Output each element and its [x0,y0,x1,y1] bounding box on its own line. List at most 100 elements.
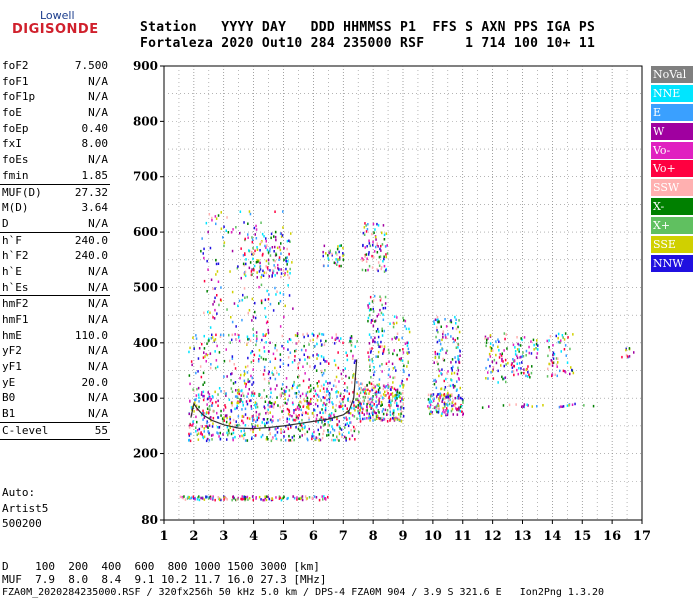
echo-point [304,358,306,361]
echo-point [374,411,376,414]
echo-point [376,251,379,254]
echo-point [430,395,432,398]
echo-point [259,412,261,416]
echo-point [334,363,337,367]
echo-point [383,345,386,348]
echo-point [348,431,350,434]
echo-point [284,304,286,308]
echo-point [452,383,454,387]
echo-point [329,381,331,385]
echo-point [199,432,202,436]
echo-point [198,498,201,502]
echo-point [259,265,262,268]
legend-item: NNW [651,254,693,272]
echo-point [309,365,311,368]
echo-point [367,319,369,323]
echo-point [247,356,249,360]
echo-point [306,437,308,441]
echo-point [323,495,325,498]
echo-point [399,349,401,352]
echo-point [350,344,353,347]
echo-point [349,412,352,415]
echo-point [323,383,325,387]
param-label: yE [2,375,16,389]
param-value: N/A [88,313,108,326]
echo-point [399,407,402,411]
echo-point [350,336,353,340]
echo-point [294,355,296,358]
echo-point [435,380,437,383]
echo-point [353,415,356,418]
echo-point [398,338,400,341]
echo-point [511,362,513,365]
echo-point [328,258,330,262]
echo-point [398,413,400,416]
echo-point [445,409,447,412]
echo-point [393,336,396,339]
echo-point [456,372,459,376]
echo-point [302,379,305,383]
echo-point [191,363,193,367]
echo-point [303,335,305,339]
echo-point [563,338,566,341]
echo-point [284,393,286,396]
echo-point [186,497,189,500]
echo-point [244,413,247,416]
echo-point [269,269,271,272]
echo-point [325,252,327,255]
echo-point [536,405,538,408]
echo-point [207,426,209,429]
echo-point [252,430,254,434]
echo-point [341,435,343,438]
echo-point [298,340,300,343]
echo-point [308,496,311,499]
echo-point [436,360,438,364]
echo-point [446,371,448,375]
echo-point [296,386,298,389]
echo-point [198,405,200,409]
echo-point [299,384,301,387]
echo-point [232,382,235,385]
echo-point [267,372,270,376]
param-label: h`F [2,233,22,247]
echo-point [366,245,368,248]
echo-point [198,347,201,350]
echo-point [282,409,285,413]
echo-point [371,386,373,389]
param-label: foF2 [2,59,29,72]
echo-point [263,235,265,238]
echo-point [359,409,361,412]
echo-point [271,402,273,405]
echo-point [371,404,374,408]
echo-point [229,421,232,425]
echo-point [260,221,262,224]
echo-point [369,308,372,311]
echo-point [212,303,214,306]
echo-point [272,415,274,418]
echo-point [321,333,323,336]
echo-point [456,407,459,411]
echo-point [338,439,340,442]
echo-point [280,428,282,431]
echo-point [380,267,382,271]
echo-point [376,315,378,318]
echo-point [385,269,387,272]
echo-point [219,438,222,441]
echo-point [287,425,289,429]
echo-point [255,410,258,414]
echo-point [447,370,449,373]
echo-point [438,407,440,410]
echo-point [207,411,210,415]
echo-point [323,244,326,248]
echo-point [331,418,333,421]
echo-point [537,348,539,351]
echo-point [319,362,322,365]
echo-point [485,344,487,348]
echo-point [242,254,245,257]
echo-point [327,264,329,267]
echo-point [370,406,373,410]
echo-point [331,425,333,428]
echo-point [189,399,191,403]
echo-point [276,246,279,250]
echo-point [366,402,368,406]
